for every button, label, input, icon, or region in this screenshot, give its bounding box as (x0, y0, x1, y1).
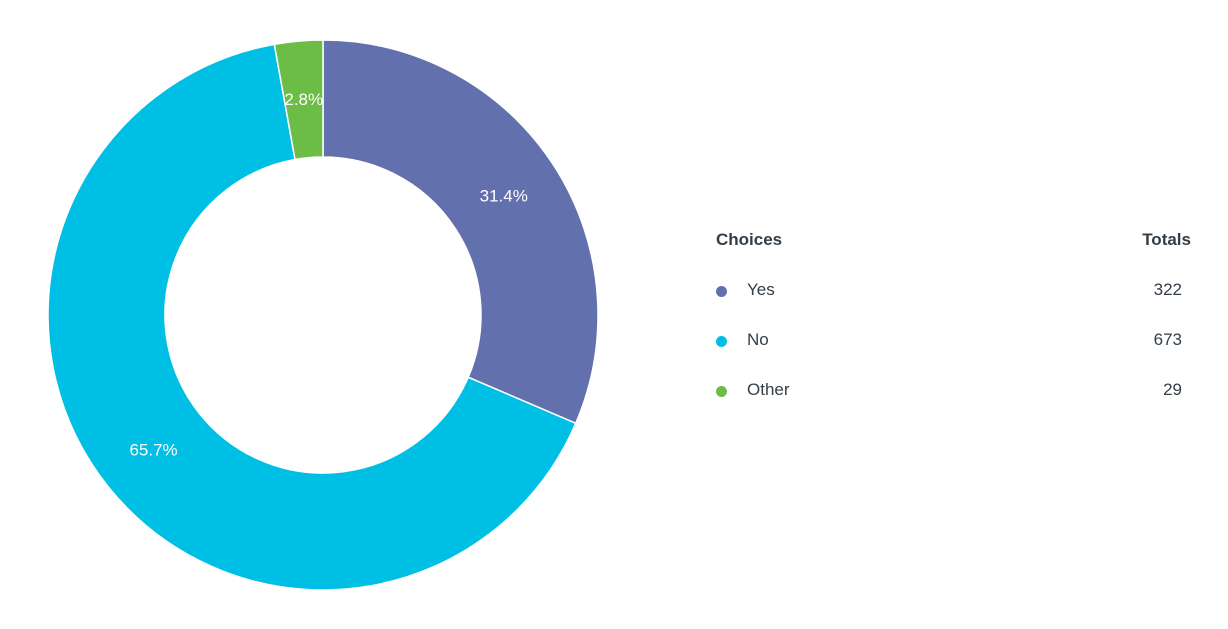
legend-dot-yes (716, 286, 727, 297)
legend-header-choices: Choices (716, 230, 783, 249)
legend-total-other: 29 (1163, 380, 1182, 399)
donut-slice-yes[interactable] (322, 39, 599, 425)
legend-rows: Yes 322 No 673 Other 29 (716, 276, 1196, 426)
donut-slice-no[interactable] (47, 43, 577, 591)
slice-label-yes: 31.4% (480, 186, 528, 205)
donut-slice-other[interactable] (273, 39, 324, 161)
legend-row-yes[interactable]: Yes 322 (716, 276, 1196, 326)
legend-header-totals: Totals (1142, 230, 1191, 249)
chart-legend: Choices Totals Yes 322 No 673 Other 29 (716, 226, 1196, 426)
legend-total-no: 673 (1153, 330, 1182, 349)
legend-header: Choices Totals (716, 226, 1196, 254)
legend-total-yes: 322 (1153, 280, 1182, 299)
legend-dot-no (716, 336, 727, 347)
legend-row-other[interactable]: Other 29 (716, 376, 1196, 426)
legend-dot-other (716, 386, 727, 397)
legend-label-yes: Yes (747, 280, 775, 299)
donut-chart: 31.4% 65.7% 2.8% (47, 39, 599, 591)
legend-label-other: Other (747, 380, 790, 399)
legend-row-no[interactable]: No 673 (716, 326, 1196, 376)
slice-label-other: 2.8% (284, 90, 323, 109)
legend-label-no: No (747, 330, 769, 349)
slice-label-no: 65.7% (129, 440, 177, 459)
